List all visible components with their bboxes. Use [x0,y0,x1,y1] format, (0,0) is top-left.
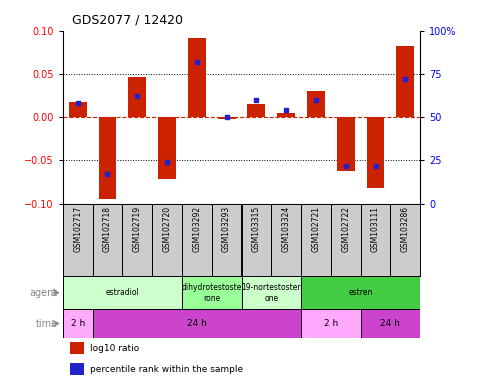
Text: GSM102721: GSM102721 [312,206,320,252]
Bar [93,309,301,338]
Text: GSM103292: GSM103292 [192,206,201,252]
Point [133,93,141,99]
Point [163,159,171,165]
Point [74,100,82,106]
Bar [337,117,355,171]
Bar [188,38,206,117]
Point [193,59,201,65]
Bar [152,204,182,276]
Bar [242,276,301,309]
Point [372,162,380,169]
Bar [212,204,242,276]
Point [312,97,320,103]
Bar [69,101,86,117]
Text: estren: estren [348,288,373,297]
Bar [301,309,361,338]
Bar [218,117,236,119]
Point [342,162,350,169]
Point [282,107,290,113]
Bar [99,117,116,199]
Text: log10 ratio: log10 ratio [90,344,139,353]
Bar [128,76,146,117]
Point [223,114,230,120]
Text: GSM103286: GSM103286 [401,206,410,252]
Point [253,97,260,103]
Bar [122,204,152,276]
Bar [70,342,84,354]
Bar [367,117,384,188]
Bar [182,204,212,276]
Text: GSM102720: GSM102720 [163,206,171,252]
Text: GSM102718: GSM102718 [103,206,112,252]
Text: GSM102719: GSM102719 [133,206,142,252]
Text: GSM103293: GSM103293 [222,206,231,252]
Text: percentile rank within the sample: percentile rank within the sample [90,365,243,374]
Text: 2 h: 2 h [324,319,338,328]
Text: time: time [36,318,58,329]
Text: 19-nortestoster
one: 19-nortestoster one [242,283,301,303]
Text: agent: agent [30,288,58,298]
Bar [63,309,93,338]
Bar [307,91,325,117]
Bar [390,204,420,276]
Bar [301,204,331,276]
Bar [277,113,295,117]
Point [401,76,409,82]
Bar [63,276,182,309]
Point [104,171,112,177]
Bar [361,204,390,276]
Bar [93,204,122,276]
Bar [70,363,84,375]
Text: GSM103324: GSM103324 [282,206,291,252]
Text: GSM102722: GSM102722 [341,206,350,252]
Text: GSM103315: GSM103315 [252,206,261,252]
Bar [301,276,420,309]
Text: 24 h: 24 h [381,319,400,328]
Bar [271,204,301,276]
Text: GSM103111: GSM103111 [371,206,380,252]
Text: 24 h: 24 h [187,319,207,328]
Bar [158,117,176,179]
Bar [247,104,265,117]
Bar [242,204,271,276]
Text: dihydrotestoste
rone: dihydrotestoste rone [182,283,242,303]
Text: GDS2077 / 12420: GDS2077 / 12420 [72,14,184,27]
Bar [397,46,414,117]
Bar [182,276,242,309]
Text: GSM102717: GSM102717 [73,206,82,252]
Bar [361,309,420,338]
Text: estradiol: estradiol [105,288,139,297]
Bar [63,204,93,276]
Text: 2 h: 2 h [71,319,85,328]
Bar [331,204,361,276]
